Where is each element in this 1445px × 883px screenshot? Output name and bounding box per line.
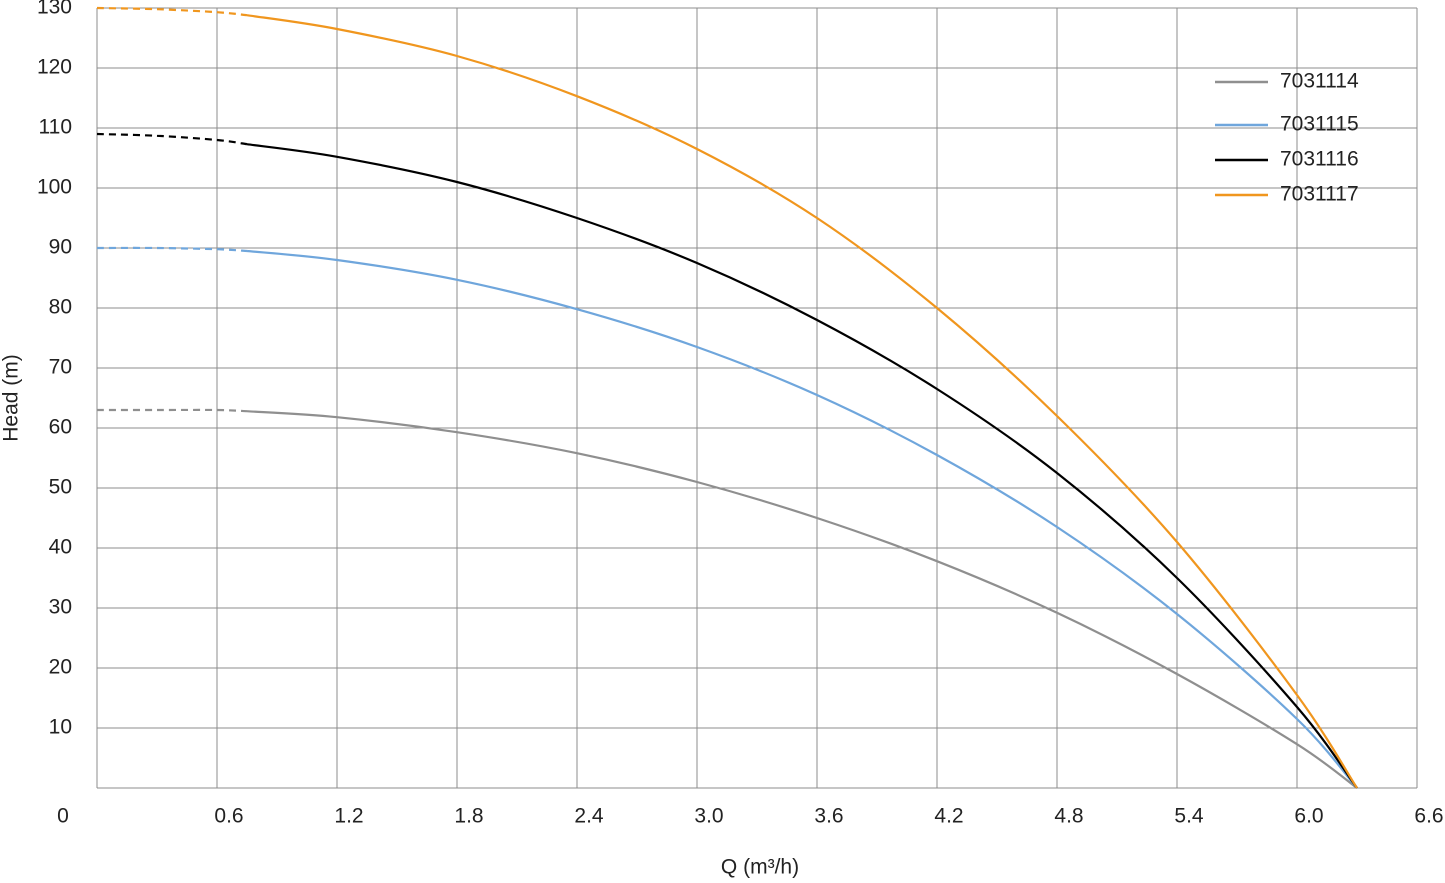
x-tick-label: 3.0 (694, 805, 723, 828)
series-line-dashed (96, 6, 248, 17)
series-line-dashed (96, 132, 248, 146)
y-tick-label: 130 (37, 0, 72, 19)
y-axis-label: Head (m) (0, 354, 23, 442)
legend-label: 7031116 (1280, 148, 1359, 171)
y-tick-label: 70 (49, 356, 72, 379)
x-tick-label: 0 (57, 805, 69, 828)
x-tick-label: 4.2 (934, 805, 963, 828)
legend-label: 7031117 (1280, 183, 1359, 206)
y-tick-label: 110 (39, 116, 72, 139)
legend-label: 7031115 (1280, 113, 1359, 136)
x-tick-label: 6.6 (1414, 805, 1443, 828)
y-tick-label: 40 (49, 536, 72, 559)
y-tick-label: 80 (49, 296, 72, 319)
series-line (246, 14, 1358, 789)
x-tick-label: 3.6 (814, 805, 843, 828)
legend-label: 7031114 (1280, 70, 1359, 93)
y-tick-label: 50 (49, 476, 72, 499)
x-tick-label: 1.2 (334, 805, 363, 828)
x-tick-label: 5.4 (1174, 805, 1204, 828)
y-tick-label: 120 (37, 56, 72, 79)
y-tick-label: 10 (49, 716, 72, 739)
y-tick-label: 60 (49, 416, 72, 439)
series-line-dashed (96, 246, 248, 253)
series-line (246, 249, 1358, 789)
x-tick-label: 6.0 (1294, 805, 1323, 828)
series-line-dashed (97, 408, 248, 413)
x-tick-label: 0.6 (214, 805, 243, 828)
x-tick-label: 4.8 (1054, 805, 1083, 828)
x-tick-label: 1.8 (454, 805, 483, 828)
series-line (246, 410, 1358, 789)
y-tick-label: 20 (49, 656, 72, 679)
y-tick-label: 100 (37, 176, 72, 199)
x-tick-label: 2.4 (574, 805, 604, 828)
series-line (246, 143, 1358, 789)
x-axis-label: Q (m³/h) (721, 856, 799, 879)
y-tick-label: 30 (49, 596, 72, 619)
y-tick-label: 90 (49, 236, 72, 259)
